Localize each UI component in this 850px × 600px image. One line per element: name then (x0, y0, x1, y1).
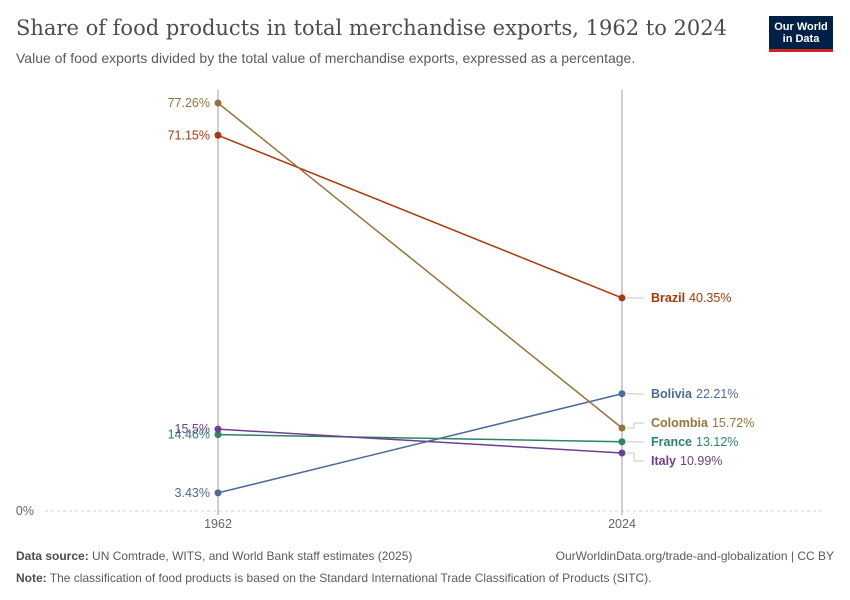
logo-line-1: Our World (774, 21, 828, 33)
end-value-label-france: 13.12% (696, 435, 738, 449)
slope-chart: 0% 1962 2024 71.15% Brazil 40.35% 3.43% Bolivia… (16, 90, 823, 531)
end-label-colombia: Colombia 15.72% (651, 416, 754, 430)
data-point-start-colombia (214, 99, 222, 107)
series-name-colombia: Colombia (651, 416, 709, 430)
end-value-label-bolivia: 22.21% (696, 387, 738, 401)
data-source-label: Data source: (16, 549, 89, 563)
source-url[interactable]: OurWorldinData.org/trade-and-globalizati… (555, 549, 834, 563)
chart-note: Note: The classification of food product… (16, 571, 651, 585)
series-line-france (217, 433, 623, 443)
owid-logo[interactable]: Our World in Data (769, 16, 833, 52)
data-point-start-brazil (214, 131, 222, 139)
series-name-italy: Italy (651, 454, 676, 468)
end-value-label-italy: 10.99% (680, 454, 722, 468)
start-value-label-france: 14.46% (168, 428, 210, 442)
series-line-bolivia (217, 392, 623, 494)
logo-line-2: in Data (782, 33, 820, 45)
data-point-end-colombia (618, 424, 626, 432)
end-value-label-brazil: 40.35% (689, 291, 731, 305)
y-tick-label: 0% (16, 504, 34, 518)
series-line-brazil (217, 134, 623, 299)
end-label-italy: Italy 10.99% (651, 454, 722, 468)
label-connector-colombia (627, 422, 644, 429)
data-point-start-bolivia (214, 489, 222, 497)
data-point-end-italy (618, 449, 626, 457)
data-point-start-italy (214, 425, 222, 433)
data-point-start-france (214, 431, 222, 439)
x-tick-label: 1962 (204, 517, 232, 531)
end-label-france: France 13.12% (651, 435, 738, 449)
series-line-italy (217, 428, 623, 454)
start-value-label-brazil: 71.15% (168, 128, 210, 142)
start-value-label-italy: 15.5% (175, 422, 210, 436)
series-name-france: France (651, 435, 692, 449)
series-name-brazil: Brazil (651, 291, 685, 305)
note-label: Note: (16, 571, 47, 585)
data-source-text: UN Comtrade, WITS, and World Bank staff … (92, 549, 413, 563)
data-point-end-bolivia (618, 390, 626, 398)
series-name-bolivia: Bolivia (651, 387, 693, 401)
start-value-label-bolivia: 3.43% (175, 486, 210, 500)
data-point-end-france (618, 438, 626, 446)
series-line-colombia (217, 102, 623, 429)
note-text: The classification of food products is b… (49, 571, 652, 585)
label-connector-italy (627, 452, 644, 462)
chart-subtitle: Value of food exports divided by the tot… (16, 50, 636, 66)
end-value-label-colombia: 15.72% (712, 416, 754, 430)
data-point-end-brazil (618, 294, 626, 302)
start-value-label-colombia: 77.26% (168, 96, 210, 110)
chart-title: Share of food products in total merchand… (16, 16, 727, 40)
data-source: Data source: UN Comtrade, WITS, and Worl… (16, 549, 412, 563)
end-label-bolivia: Bolivia 22.21% (651, 387, 738, 401)
x-tick-label: 2024 (608, 517, 636, 531)
end-label-brazil: Brazil 40.35% (651, 291, 731, 305)
